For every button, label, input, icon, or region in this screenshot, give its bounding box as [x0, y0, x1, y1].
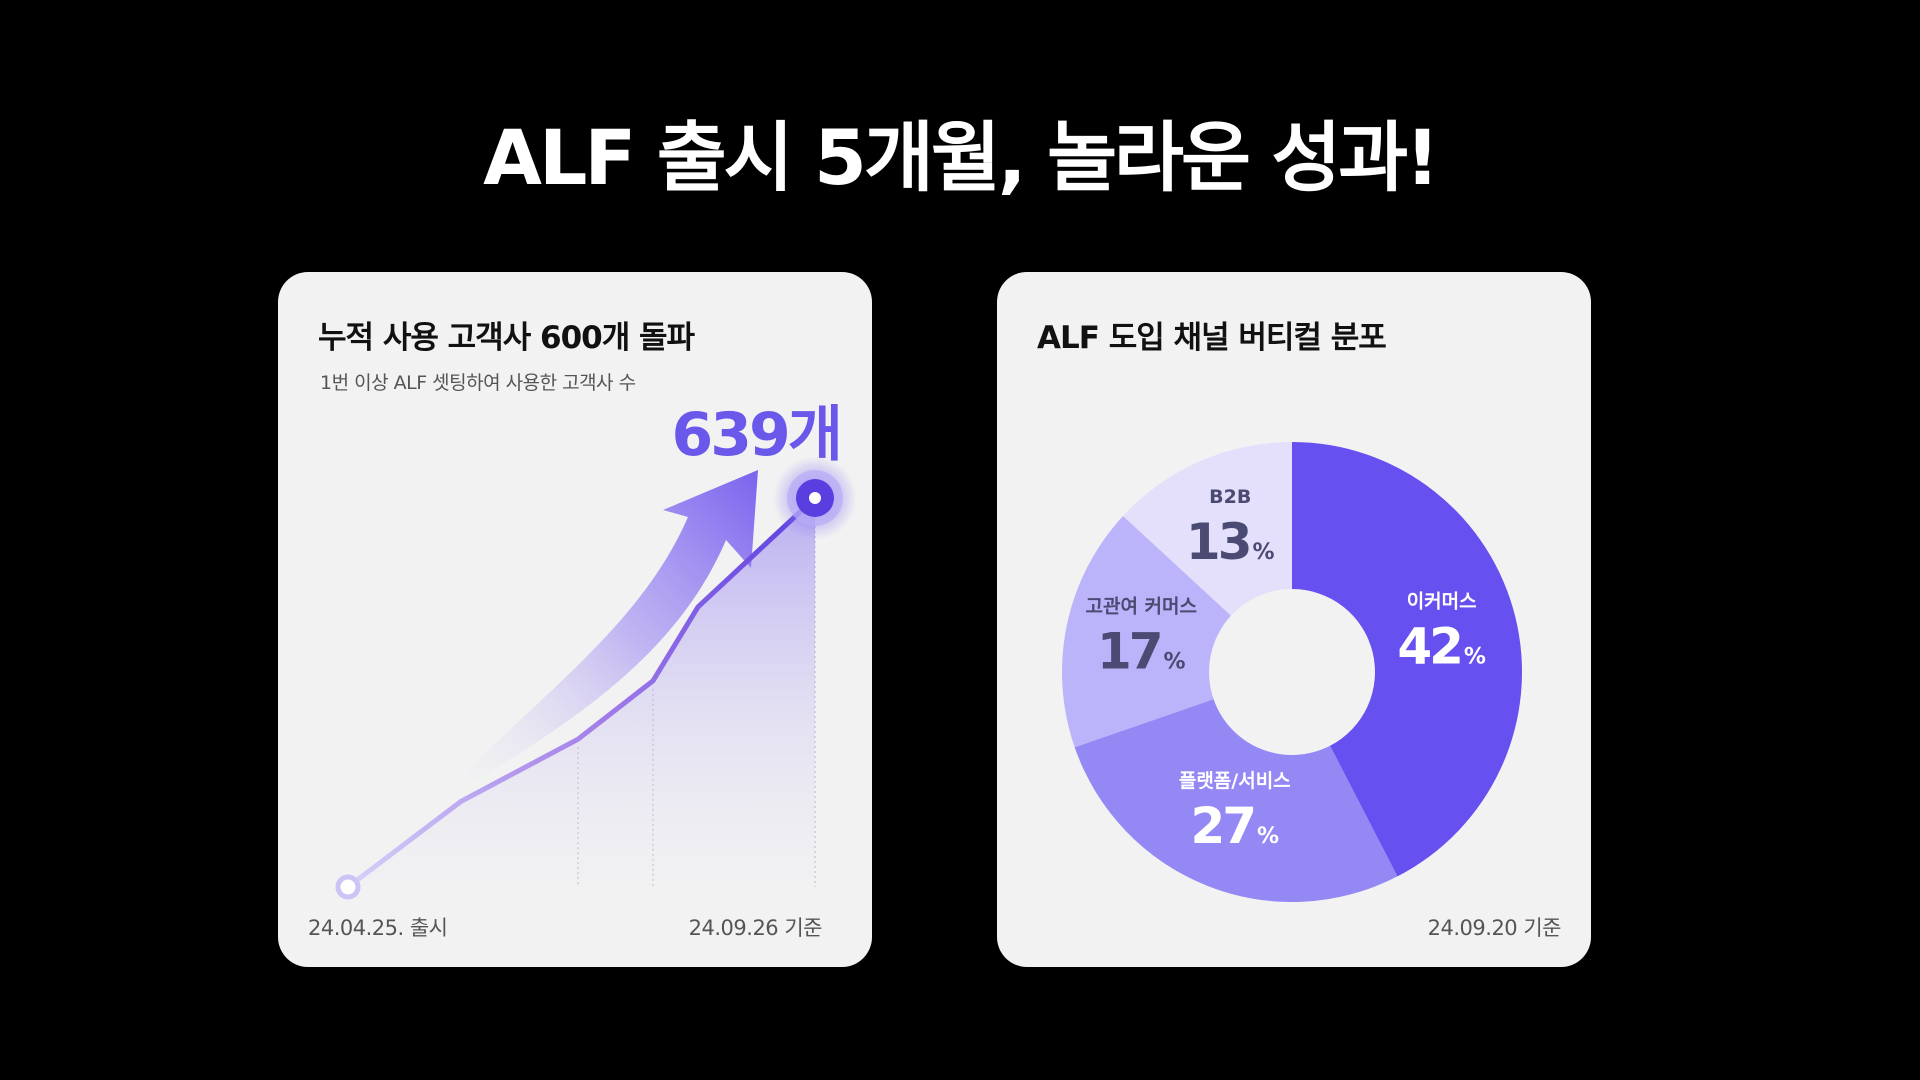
launch-date-label: 24.04.25. 출시	[308, 916, 448, 940]
vertical-donut-chart: 이커머스 42 % 플랫폼/서비스 27 % 고관여 커머스 17 % B2B 13%	[1062, 442, 1522, 902]
slice-value: 42%	[1397, 618, 1486, 676]
start-point	[335, 874, 361, 900]
donut-slice	[1292, 442, 1522, 877]
area-fill	[348, 498, 815, 887]
card-subtitle: 1번 이상 ALF 셋팅하여 사용한 고객사 수	[320, 372, 636, 394]
slice-label: 플랫폼/서비스	[1179, 770, 1291, 792]
donut-slice	[1074, 699, 1398, 902]
donut-slice	[1123, 442, 1292, 616]
slice-label: B2B	[1209, 486, 1251, 508]
slice-value: 13%	[1186, 513, 1275, 571]
slice-value: 27%	[1190, 797, 1279, 855]
growth-line-chart	[335, 456, 857, 900]
growth-arrow-icon	[438, 470, 758, 802]
slice-value: 17%	[1097, 622, 1186, 680]
customer-count-card: 누적 사용 고객사 600개 돌파 1번 이상 ALF 셋팅하여 사용한 고객사…	[278, 272, 872, 967]
slice-label: 고관여 커머스	[1086, 595, 1198, 617]
as-of-date-label: 24.09.26 기준	[688, 916, 823, 940]
card-title: ALF 도입 채널 버티컬 분포	[1037, 320, 1387, 356]
end-point-center	[809, 492, 821, 504]
page-headline: ALF 출시 5개월, 놀라운 성과!	[483, 113, 1440, 202]
slice-label: 이커머스	[1407, 591, 1477, 613]
series-line	[345, 495, 818, 890]
as-of-date-label: 24.09.20 기준	[1427, 916, 1562, 940]
donut-slice	[1062, 515, 1232, 748]
card-title: 누적 사용 고객사 600개 돌파	[318, 320, 695, 356]
vertical-distribution-card: ALF 도입 채널 버티컬 분포 이커머스 42% 플랫폼/서비스 27% 고관여 커머…	[997, 272, 1591, 967]
